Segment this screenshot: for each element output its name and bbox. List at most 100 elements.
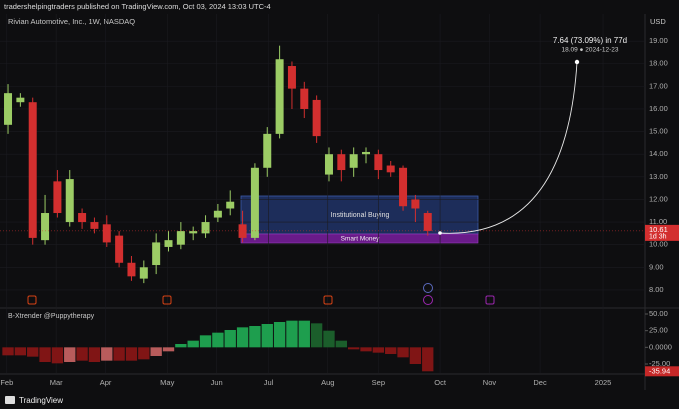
projection-curve: [439, 61, 578, 234]
histogram-bar: [286, 320, 298, 348]
indicator-title: B-Xtrender @Puppytherapy: [8, 313, 95, 320]
candle-body: [263, 133, 272, 168]
y-tick-label: -25.00: [649, 359, 670, 368]
projection-detail: 18.09 ● 2024-12-23: [561, 47, 618, 54]
event-icons: [27, 283, 495, 305]
y-tick-label: 25.00: [649, 326, 668, 335]
y-tick-label: 17.00: [649, 81, 668, 90]
earnings-icon[interactable]: [323, 295, 333, 305]
y-tick-label: 19.00: [649, 36, 668, 45]
x-tick-label: May: [160, 378, 174, 387]
x-tick-label: 2025: [595, 378, 612, 387]
candle-body: [65, 179, 74, 223]
histogram-bar: [385, 347, 397, 354]
last-value-badge: [645, 366, 679, 377]
histogram-bar: [88, 347, 101, 362]
y-tick-label: 8.00: [649, 285, 664, 294]
histogram-bar: [39, 347, 51, 362]
histogram-bar: [212, 332, 224, 348]
smart-money-zone: [240, 233, 479, 244]
earnings-icon[interactable]: [27, 295, 37, 305]
candle-body: [362, 151, 371, 155]
y-tick-label: 9.00: [649, 262, 664, 271]
y-tick-label: 10.00: [649, 240, 668, 249]
y-tick-label: 14.00: [649, 149, 668, 158]
histogram-bar: [335, 340, 347, 348]
zone-label: Smart Money: [341, 236, 380, 243]
candle-body: [16, 97, 25, 103]
histogram-bar: [113, 347, 125, 361]
y-tick-label: 50.00: [649, 309, 668, 318]
histogram-bar: [310, 323, 323, 348]
candle-body: [349, 154, 358, 168]
footer-bar: [0, 391, 679, 409]
y-tick-label: 15.00: [649, 127, 668, 136]
candle-body: [176, 231, 185, 245]
candle-body: [386, 165, 395, 173]
histogram-bar: [138, 347, 150, 360]
histogram-bar: [187, 340, 199, 348]
y-tick-label: 11.00: [649, 217, 667, 226]
candle-body: [152, 242, 161, 266]
candle-body: [238, 224, 247, 238]
last-price: 10.61: [649, 225, 668, 234]
histogram-bar: [162, 347, 175, 352]
symbol-title: Rivian Automotive, Inc., 1W, NASDAQ: [8, 17, 135, 26]
oscillator-pane: 50.00 25.00 0.0000 -25.00-35.94: [2, 309, 679, 377]
x-tick-label: Jun: [211, 378, 223, 387]
candle-body: [53, 181, 62, 214]
histogram-bar: [76, 347, 88, 361]
candle-body: [399, 167, 408, 207]
header: tradershelpingtraders published on Tradi…: [4, 2, 271, 11]
histogram-bar: [14, 347, 27, 356]
histogram-bar: [199, 335, 212, 348]
histogram-bar: [224, 330, 236, 348]
x-tick-label: Jul: [264, 378, 274, 387]
y-tick-label: 18.00: [649, 59, 668, 68]
histogram-bar: [236, 327, 249, 348]
event-icon[interactable]: [423, 295, 433, 305]
x-tick-label: Dec: [533, 378, 547, 387]
histogram-bar: [101, 347, 113, 361]
histogram-bar: [125, 347, 138, 361]
x-tick-label: Oct: [434, 378, 447, 387]
y-tick-label: 13.00: [649, 172, 668, 181]
bar-countdown: 1d 3h: [649, 234, 667, 241]
event-icon[interactable]: [423, 283, 433, 293]
candle-body: [28, 102, 37, 238]
histogram-bar: [150, 347, 162, 356]
earnings-icon[interactable]: [162, 295, 172, 305]
footer-logo: TradingView: [19, 396, 63, 405]
candle-body: [287, 66, 296, 89]
zone-label: Institutional Buying: [331, 212, 390, 219]
logo-mark: [5, 396, 15, 404]
histogram-bar: [51, 347, 64, 364]
currency-label: USD: [650, 17, 666, 26]
histogram-bar: [249, 326, 261, 348]
histogram-bar: [409, 347, 422, 364]
last-value: -35.94: [649, 366, 670, 375]
histogram-bar: [347, 347, 360, 350]
y-tick-label: 0.0000: [649, 342, 672, 351]
candle-body: [226, 201, 235, 209]
histogram-bar: [298, 320, 310, 348]
x-tick-label: Mar: [50, 378, 63, 387]
earnings-icon[interactable]: [485, 295, 495, 305]
candle-body: [127, 262, 136, 277]
x-tick-label: Nov: [483, 378, 497, 387]
candle-body: [324, 154, 333, 175]
candle-body: [374, 154, 383, 171]
candle-body: [337, 154, 346, 171]
candle-body: [275, 59, 284, 134]
projection-label: 7.64 (73.09%) in 77d: [553, 36, 627, 45]
candle-body: [102, 224, 111, 243]
candle-body: [41, 213, 50, 241]
histogram-bar: [397, 347, 409, 358]
histogram-bar: [360, 347, 372, 352]
histogram-bar: [261, 324, 273, 348]
candle-body: [411, 199, 420, 209]
projection-end: [574, 59, 580, 65]
candle-body: [164, 240, 173, 247]
